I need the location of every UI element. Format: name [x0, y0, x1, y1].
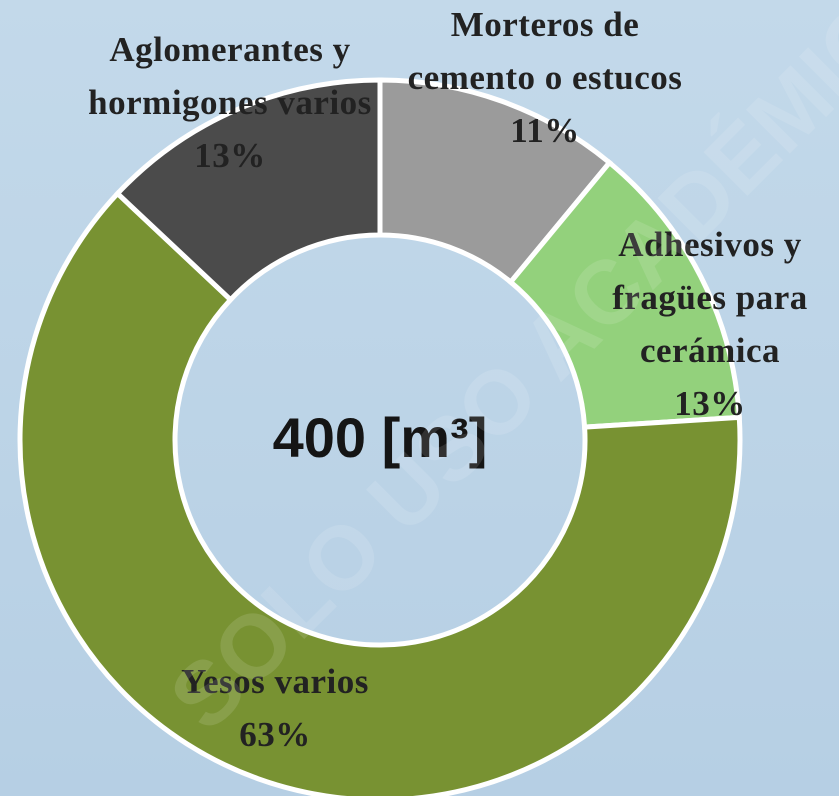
slice-label: Morteros de cemento o estucos 11% [395, 0, 695, 157]
value-label: 13% [194, 136, 266, 175]
category-label: Aglomerantes y hormigones varios [88, 30, 372, 122]
value-label: 11% [510, 111, 580, 150]
slice-label: Yesos varios 63% [110, 655, 440, 761]
category-label: Yesos varios [181, 662, 369, 701]
donut-slice [17, 190, 743, 796]
value-label: 13% [674, 384, 746, 423]
category-label: Adhesivos y fragües para cerámica [612, 225, 808, 370]
category-label: Morteros de cemento o estucos [407, 5, 683, 97]
donut-slice [114, 77, 383, 304]
slice-label: Adhesivos y fragües para cerámica 13% [575, 218, 839, 430]
center-label: 400 [m³] [272, 406, 488, 469]
slice-label: Aglomerantes y hormigones varios 13% [75, 23, 385, 182]
value-label: 63% [239, 715, 311, 754]
